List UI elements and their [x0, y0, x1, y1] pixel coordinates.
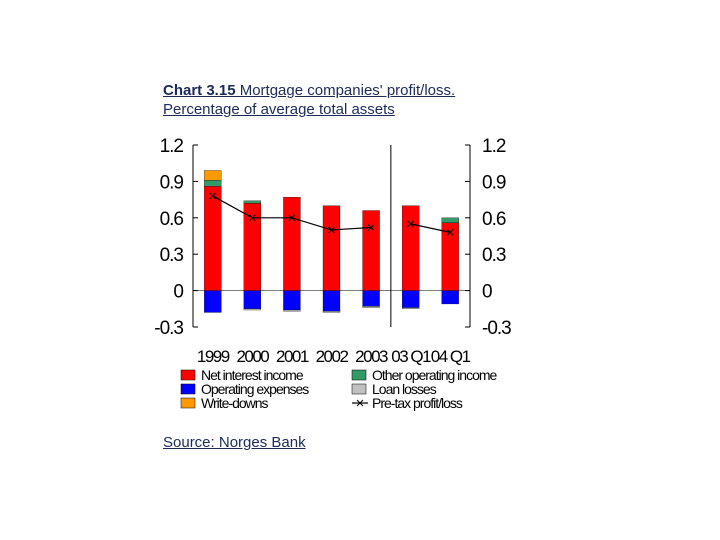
bar-segment [322, 290, 341, 312]
pretax-point-marker [407, 220, 414, 228]
bar-segment [362, 306, 380, 308]
legend-label: Net interest income [201, 367, 304, 383]
bar-segment [204, 170, 222, 181]
pretax-point-marker [328, 226, 335, 234]
right-tick-label: 0 [482, 282, 492, 303]
bar-segment [243, 200, 262, 204]
left-tick-label: 0.9 [160, 172, 184, 193]
legend-swatch [180, 369, 196, 381]
pretax-point-marker [446, 229, 454, 236]
legend-swatch [180, 397, 196, 409]
right-tick-label: -0.3 [482, 318, 511, 339]
pretax-line-quarterly [410, 223, 451, 233]
left-tick-label: 1.2 [160, 136, 184, 157]
bar-segment [283, 309, 301, 312]
right-tick-label: 0.3 [482, 245, 506, 266]
category-label: 04 Q1 [431, 347, 471, 366]
left-tick-label: -0.3 [154, 318, 183, 339]
bar-segment [322, 205, 341, 291]
legend-label: Other operating income [372, 367, 498, 383]
pretax-point-marker [288, 214, 296, 222]
right-tick-label: 1.2 [482, 136, 506, 157]
left-tick-label: 0.6 [160, 209, 184, 230]
chart-number: Chart 3.15 [163, 82, 236, 99]
bar-segment [243, 308, 262, 311]
right-tick-label: 0.9 [482, 172, 506, 193]
category-label: 2000 [236, 347, 269, 366]
left-tick-label: 0 [173, 282, 183, 303]
bar-segment [283, 290, 301, 311]
bar-segment [362, 210, 380, 291]
chart-title: Chart 3.15 Mortgage companies' profit/lo… [163, 81, 483, 119]
bar-segment [401, 307, 420, 309]
legend-line-marker [356, 399, 364, 407]
bar-segment [243, 290, 262, 309]
left-tick-label: 0.3 [160, 245, 184, 266]
legend-swatch [351, 383, 367, 395]
bar-segment [401, 290, 420, 308]
bar-segment [204, 180, 222, 187]
legend-label: Write-downs [201, 395, 269, 411]
right-tick-label: 0.6 [482, 209, 506, 230]
pretax-point-marker [367, 224, 375, 231]
bar-segment [204, 186, 222, 291]
legend-label: Pre-tax profit/loss [372, 395, 463, 411]
bar-segment [283, 197, 301, 291]
bar-segment [441, 217, 459, 223]
category-label: 2002 [316, 347, 349, 366]
chart-title-text: Mortgage companies' profit/loss. Percent… [163, 82, 456, 118]
legend-swatch [180, 383, 196, 395]
bar-segment [243, 203, 262, 291]
category-label: 2001 [276, 347, 309, 366]
bar-segment [322, 311, 341, 313]
category-label: 03 Q1 [391, 347, 431, 366]
bar-segment [441, 290, 459, 305]
pretax-point-marker [209, 192, 217, 200]
bar-segment [401, 205, 420, 291]
legend-swatch [351, 369, 367, 381]
legend-label: Loan losses [372, 381, 437, 397]
bar-segment [362, 290, 380, 307]
category-label: 1999 [197, 347, 230, 366]
category-label: 2003 [355, 347, 388, 366]
legend-label: Operating expenses [201, 381, 309, 397]
bar-segment [204, 290, 222, 313]
source-note: Source: Norges Bank [163, 434, 306, 451]
pretax-point-marker [249, 214, 256, 222]
